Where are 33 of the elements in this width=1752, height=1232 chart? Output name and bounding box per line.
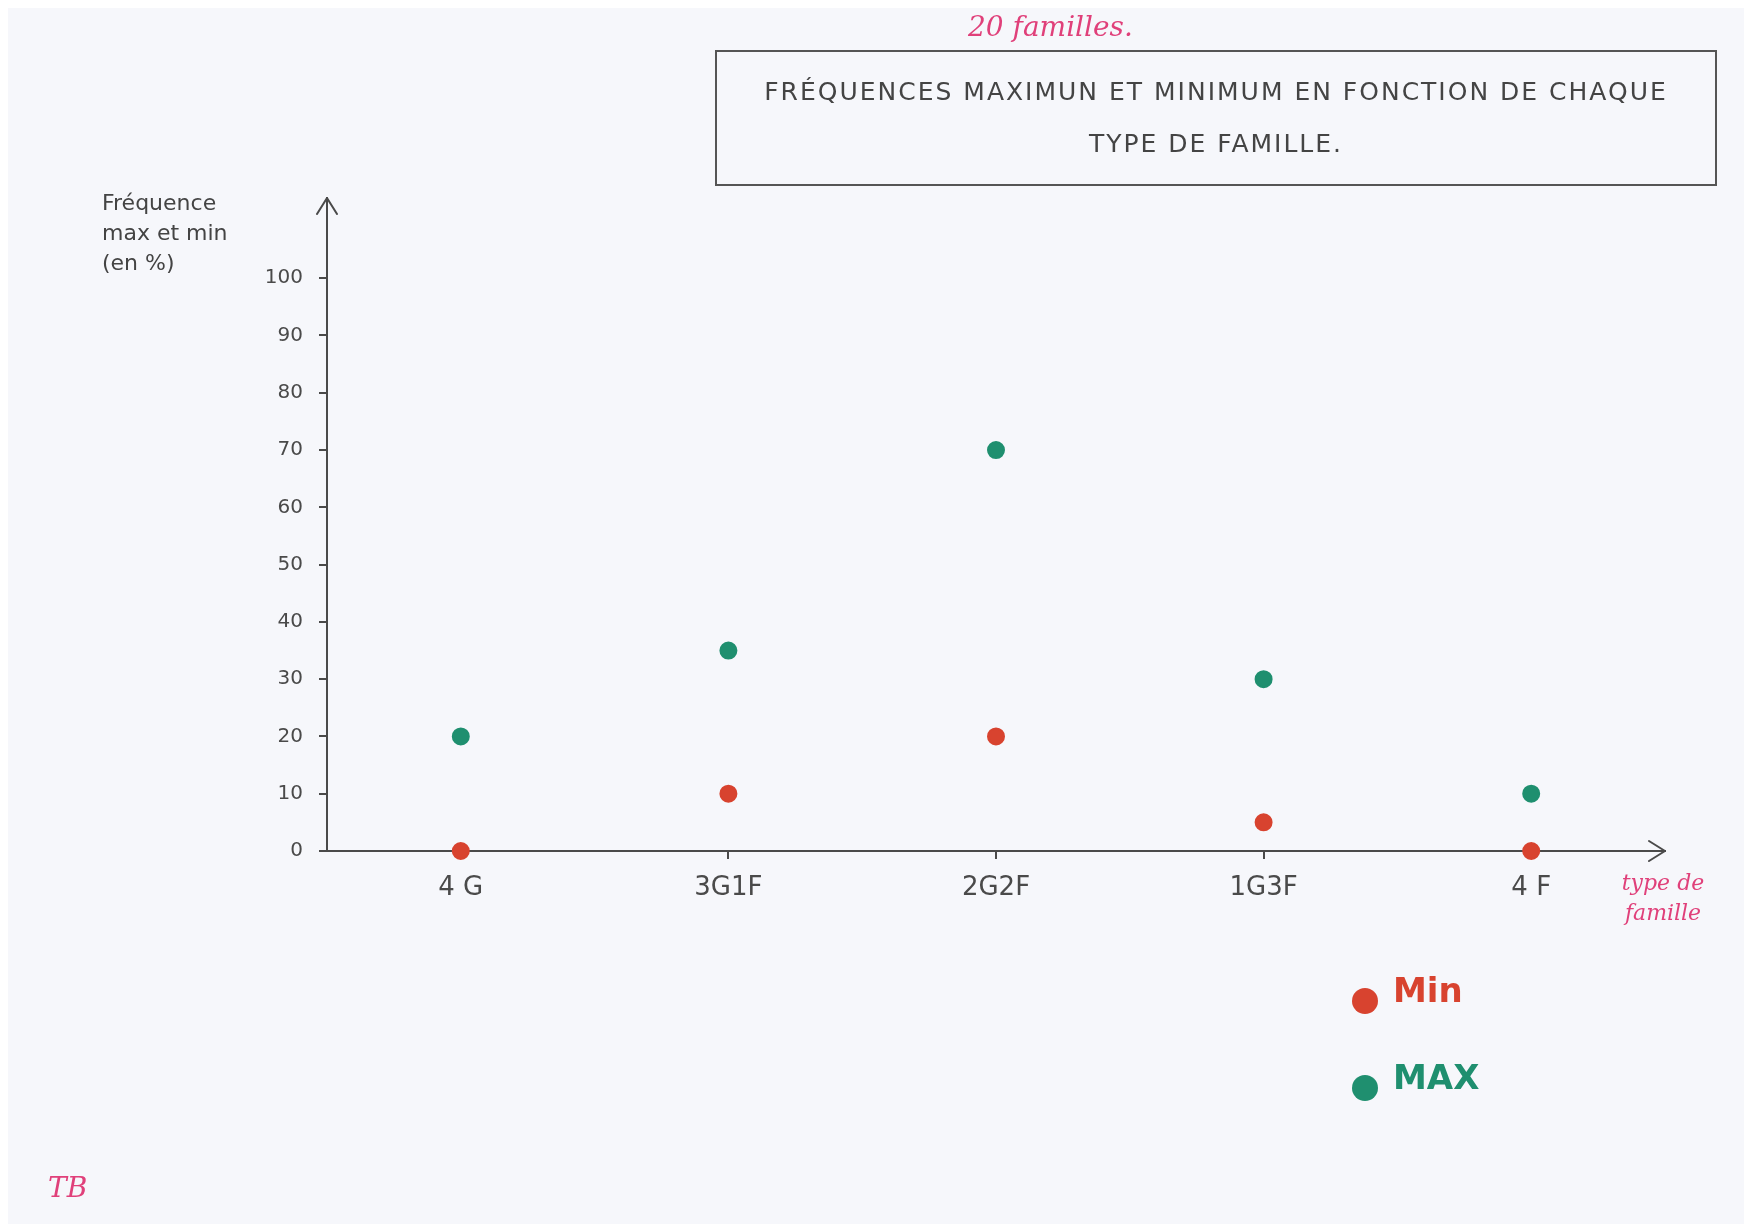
y-tick-label: 40: [277, 608, 303, 633]
x-tick-label: 1G3F: [1229, 871, 1298, 902]
point: [987, 441, 1005, 460]
point: [1522, 784, 1541, 803]
x-tick-label: 4 G: [438, 871, 484, 902]
y-tick-label: 30: [277, 665, 303, 690]
chart-subtitle: 20 familles.: [968, 10, 1133, 43]
y-axis-title: Fréquence max et min (en %): [102, 189, 229, 277]
legend-label: Min: [1393, 969, 1463, 1010]
y-tick-label: 100: [264, 264, 303, 289]
y-tick-label: 20: [277, 722, 303, 747]
point: [1254, 670, 1273, 689]
x-tick-label: 3G1F: [694, 871, 763, 902]
x-tick-label: 4 F: [1511, 871, 1552, 902]
y-tick-label: 80: [277, 378, 303, 403]
x-tick-label: 2G2F: [961, 871, 1031, 902]
y-tick-label: 0: [290, 837, 303, 862]
y-tick-label: 70: [277, 436, 303, 461]
y-tick-label: 60: [277, 493, 303, 518]
point: [1254, 813, 1273, 832]
chart-title: FRÉQUENCES MAXIMUN ET MINIMUM EN FONCTION DE CHAQUE TYPE DE FAMILLE.: [763, 76, 1669, 160]
y-tick-label: 90: [277, 321, 303, 346]
y-tick-label: 10: [277, 779, 303, 804]
point: [451, 727, 470, 746]
x-axis-title: type de famille: [1620, 869, 1706, 927]
point: [1522, 842, 1541, 860]
legend-label: MAX: [1393, 1056, 1480, 1097]
point: [451, 842, 470, 860]
point: [719, 784, 738, 803]
point: [719, 641, 738, 660]
y-tick-label: 50: [277, 550, 303, 575]
point: [987, 727, 1005, 746]
text: TB: [48, 1171, 88, 1204]
